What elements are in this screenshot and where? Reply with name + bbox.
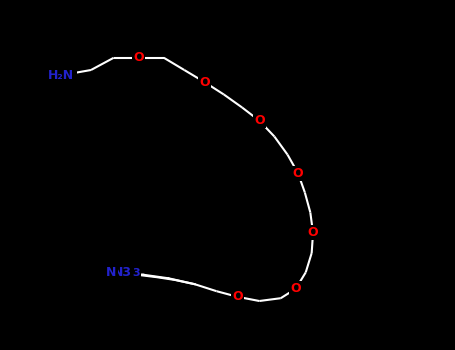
Text: O: O — [133, 51, 144, 64]
Text: O: O — [254, 114, 265, 127]
Text: O: O — [290, 282, 301, 295]
Text: H₂N: H₂N — [48, 69, 75, 82]
Text: H2N: H2N — [47, 69, 76, 82]
Text: O: O — [199, 76, 210, 89]
Text: O: O — [308, 226, 318, 239]
Text: N: N — [106, 266, 116, 280]
Text: O: O — [293, 167, 303, 180]
Text: N3: N3 — [113, 266, 132, 280]
Text: 3: 3 — [133, 268, 140, 278]
Text: O: O — [232, 290, 243, 303]
